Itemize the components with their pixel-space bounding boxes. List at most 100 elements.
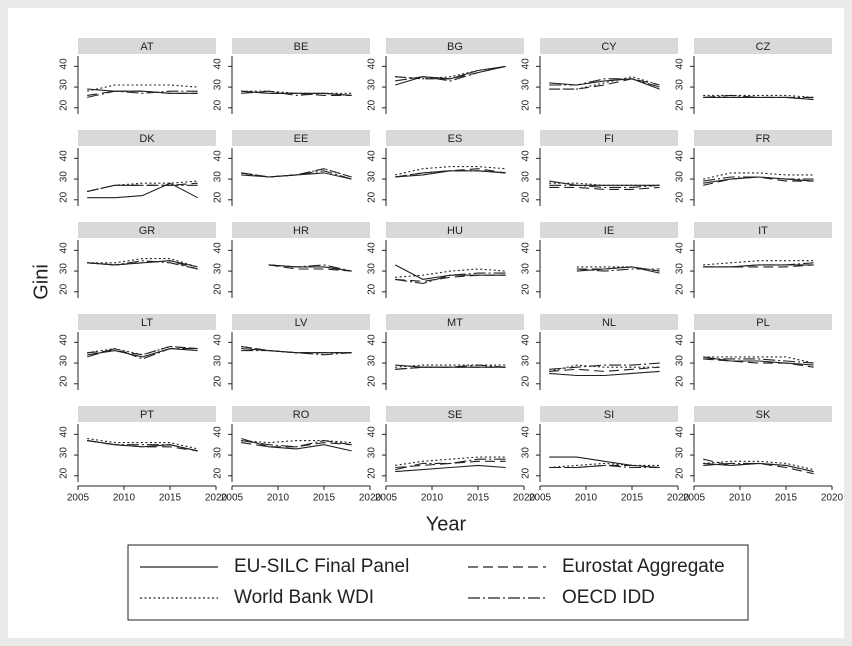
y-tick-label: 40 [59,58,70,70]
series-line [87,90,198,96]
series-line [395,458,506,471]
series-line [703,172,814,180]
panel-title: MT [447,317,463,329]
x-tick-label: 2020 [667,493,690,504]
x-tick-label: 2015 [313,493,336,504]
y-tick-label: 20 [521,375,532,387]
y-tick-label: 40 [367,426,378,438]
series-line [241,440,352,448]
series-line [87,260,198,270]
panel-strip [232,130,370,146]
y-tick-label: 20 [59,99,70,111]
panel-strip [78,38,216,54]
series-line [395,364,506,370]
y-tick-label: 40 [521,150,532,162]
series-line [549,184,660,188]
panel-title: SE [448,409,463,421]
panel-title: LV [295,317,308,329]
series-line [268,264,352,272]
y-tick-label: 30 [213,355,224,367]
y-tick-label: 20 [675,283,686,295]
y-tick-label: 20 [213,283,224,295]
y-tick-label: 20 [367,283,378,295]
series-line [703,94,814,98]
series-line [703,356,814,366]
y-tick-label: 30 [367,263,378,275]
y-tick-label: 30 [675,447,686,459]
y-tick-label: 20 [367,99,378,111]
y-tick-label: 30 [521,263,532,275]
panel-strip [540,222,678,238]
y-tick-label: 20 [521,99,532,111]
series-line [87,437,198,450]
x-tick-label: 2020 [513,493,536,504]
series-line [395,65,506,82]
y-tick-label: 30 [59,171,70,183]
y-tick-label: 30 [59,263,70,275]
y-tick-label: 30 [675,171,686,183]
series-line [549,182,660,186]
panel-strip [78,406,216,422]
series-line [549,464,660,469]
series-line [241,440,352,444]
series-line [703,260,814,266]
series-line [87,345,198,356]
legend-label: EU-SILC Final Panel [234,556,409,577]
y-tick-label: 20 [213,99,224,111]
y-tick-label: 40 [213,242,224,254]
y-tick-label: 30 [213,447,224,459]
panel-title: ES [448,133,463,145]
panel-strip [386,38,524,54]
series-line [87,345,198,356]
y-tick-label: 20 [59,283,70,295]
series-line [549,186,660,190]
panel-title: FI [604,133,614,145]
legend-label: OECD IDD [562,587,655,608]
series-line [87,440,198,452]
y-tick-label: 30 [675,355,686,367]
panel-strip [694,130,832,146]
series-line [703,262,814,268]
panel-strip [386,314,524,330]
x-tick-label: 2005 [221,493,244,504]
y-tick-label: 30 [213,263,224,275]
series-line [703,356,814,364]
x-tick-label: 2020 [821,493,844,504]
y-tick-label: 30 [521,79,532,91]
x-tick-label: 2015 [775,493,798,504]
panel-title: PL [756,317,769,329]
panel-title: CY [601,41,617,53]
y-tick-label: 20 [675,375,686,387]
panel-strip [694,38,832,54]
series-line [395,268,506,278]
series-line [87,84,198,92]
panel-strip [540,130,678,146]
y-tick-label: 30 [521,447,532,459]
panel-title: NL [602,317,616,329]
series-line [395,170,506,178]
y-tick-label: 40 [59,334,70,346]
panel-title: SK [756,409,771,421]
y-tick-label: 30 [367,171,378,183]
x-tick-label: 2020 [205,493,228,504]
panel-strip [232,406,370,422]
series-line [703,176,814,182]
series-line [87,348,198,360]
y-tick-label: 30 [367,355,378,367]
panel-strip [232,314,370,330]
series-line [395,460,506,469]
x-tick-label: 2005 [67,493,90,504]
series-line [703,358,814,368]
y-tick-label: 20 [675,191,686,203]
series-line [549,362,660,370]
x-axis-label: Year [426,513,467,535]
panel-title: HU [447,225,463,237]
series-line [87,440,198,452]
x-tick-label: 2010 [729,493,752,504]
panel-title: HR [293,225,309,237]
series-line [87,184,198,193]
series-line [241,350,352,356]
panel-title: DK [139,133,155,145]
y-tick-label: 40 [675,426,686,438]
x-tick-label: 2020 [359,493,382,504]
